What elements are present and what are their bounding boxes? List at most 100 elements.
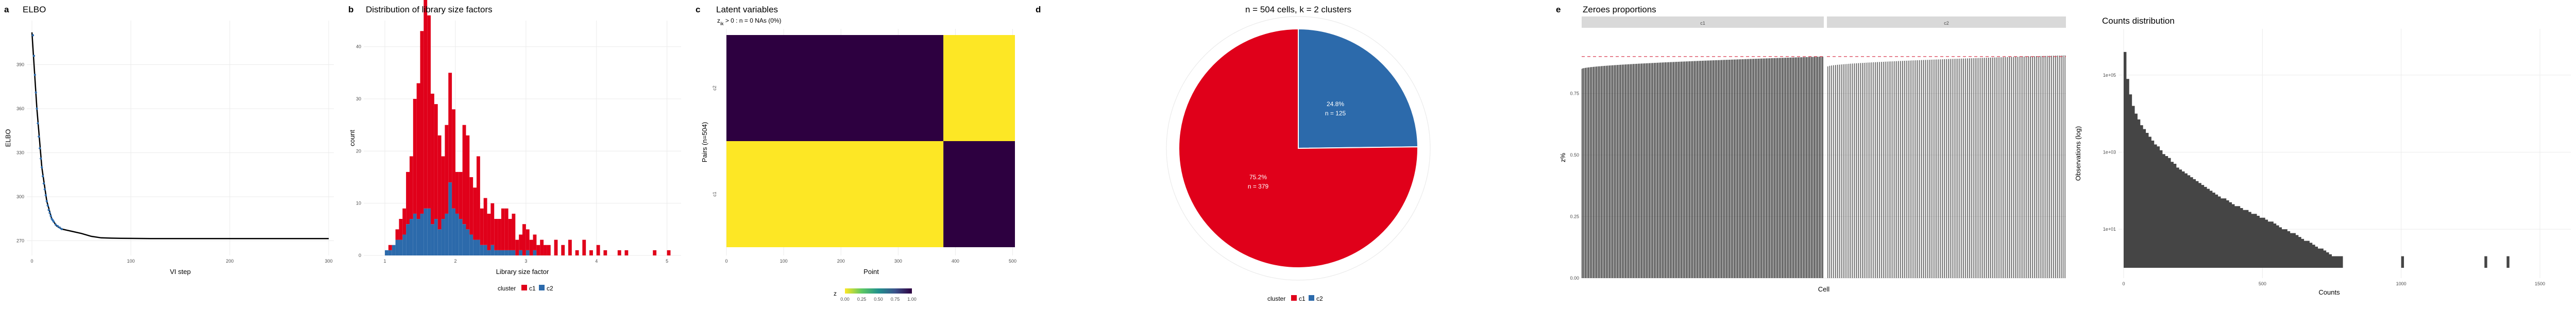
panel-a-point (41, 166, 43, 169)
panel-b-bar-c1 (540, 239, 544, 255)
panel-b-bar-c1 (477, 156, 480, 240)
panel-b-bar-c1 (437, 135, 442, 230)
panel-b-bar-c1 (596, 245, 600, 255)
panel-b-bar-c1 (498, 219, 501, 250)
panel-b-bar-c2 (504, 250, 509, 255)
panel-a-point (58, 226, 61, 229)
panel-e-ytick-label: 0.75 (1570, 91, 1579, 96)
panel-b-bar-c2 (452, 208, 455, 255)
panel-b-bar-c2 (473, 239, 477, 255)
panel-a-point (37, 122, 39, 125)
panel-a-point (60, 228, 63, 230)
panel-c-subtitle: zik > 0 : n = 0 NAs (0%) (717, 17, 782, 26)
panel-b-bar-c1 (554, 239, 558, 255)
panel-b-bar-c1 (459, 171, 463, 219)
panel-b-legend-label-c2: c2 (547, 285, 553, 292)
panel-c-xtick-label: 300 (894, 259, 902, 264)
panel-a-background (27, 21, 334, 255)
panel-b-ytick-label: 40 (356, 44, 361, 49)
panel-b-bar-c2 (416, 219, 420, 255)
panel-b-bar-c1 (519, 234, 522, 250)
panel-b-bar-c1 (445, 125, 449, 214)
panel-b-bar-c2 (385, 250, 388, 255)
panel-b-bar-c2 (434, 219, 438, 255)
panel-b-bar-c1 (388, 245, 392, 250)
panel-d-label: d (1036, 5, 1041, 14)
panel-b-bar-c2 (459, 219, 463, 255)
panel-c-colorbar-tick: 0.50 (874, 297, 883, 302)
panel-f-xtick-label: 1500 (2535, 281, 2545, 286)
panel-b-bar-c1 (462, 125, 466, 225)
panel-b-bar-c1 (402, 208, 406, 235)
panel-f-xlabel: Counts (2318, 288, 2340, 296)
panel-b-title: Distribution of library size factors (366, 5, 493, 14)
panel-a-xlabel: VI step (170, 268, 191, 276)
panel-a-point (42, 182, 45, 185)
panel-b-bar-c1 (466, 135, 470, 230)
panel-f-bars (2124, 52, 2343, 268)
panel-b-bar-c1 (624, 250, 629, 255)
panel-b-bar-c2 (501, 250, 505, 255)
panel-b-bar-c1 (409, 156, 413, 219)
panel-b-ytick-label: 10 (356, 201, 361, 206)
panel-e-bars-c2 (1827, 55, 2065, 278)
panel-c-colorbar-tick: 0.25 (857, 297, 867, 302)
panel-b-label: b (348, 5, 353, 14)
panel-b-legend-key-c1 (521, 285, 527, 290)
panel-e-ytick-label: 0.50 (1570, 152, 1579, 158)
panel-a-point (43, 188, 46, 191)
panel-b-bar-c1 (504, 208, 509, 250)
panel-b-bar-c2 (437, 229, 442, 255)
panel-b-bar-c2 (519, 250, 522, 255)
panel-f-ytick-label: 1e+03 (2103, 149, 2116, 154)
panel-b-bar-c1 (441, 156, 445, 219)
panel-a-point (41, 175, 44, 178)
panel-b-bar-c1 (469, 177, 473, 235)
panel-b-bar-c2 (409, 219, 413, 255)
panel-b-bar-c1 (448, 73, 452, 183)
panel-b-legend-key-c2 (539, 285, 545, 290)
panel-b-bar-c1 (480, 208, 484, 245)
panel-a-ytick-label: 300 (16, 194, 24, 199)
panel-c-colorbar-tick: 0.00 (840, 297, 850, 302)
panel-a-point (44, 194, 47, 197)
panel-b-bar-c2 (420, 213, 424, 255)
panel-e-xlabel: Cell (1818, 285, 1830, 293)
panel-f-xtick-label: 1000 (2396, 281, 2406, 286)
panel-b-bar-c1 (561, 245, 565, 255)
panel-a-ytick-label: 360 (16, 106, 24, 111)
panel-b-bar-c1 (508, 219, 512, 250)
panel-a-point (38, 135, 40, 138)
panel-b-bar-c1 (452, 109, 455, 209)
panel-b-bar-c2 (413, 213, 417, 255)
panel-a-ylabel: ELBO (4, 129, 12, 147)
panel-f-xtick-label: 0 (2122, 281, 2125, 286)
panel-b-bar-c1 (406, 171, 410, 225)
panel-b-bar-c2 (494, 250, 498, 255)
panel-a-point (39, 147, 41, 150)
panel-b-bar-c1 (512, 213, 516, 250)
panel-d-legend-key-c1 (1291, 295, 1297, 301)
panel-b-bar-c1 (515, 239, 519, 255)
panel-b-bar-c1 (423, 0, 428, 209)
panel-a-ytick-label: 330 (16, 150, 24, 156)
panel-c-colorbar-tick: 0.75 (891, 297, 900, 302)
panel-b-bar-c1 (431, 93, 434, 225)
panel-c-label: c (696, 5, 700, 14)
panel-b-xtick-label: 5 (666, 259, 668, 264)
panel-b-bar-c1 (487, 213, 491, 250)
panel-f-bar-isolated (2484, 256, 2487, 268)
panel-b-bar-c1 (483, 198, 487, 245)
panel-b-bar-c1 (575, 250, 579, 255)
panel-a-point (32, 55, 36, 57)
panel-b-bar-c1 (547, 245, 551, 255)
panel-a-label: a (4, 5, 9, 14)
panel-c-legend-title: z (834, 290, 837, 297)
panel-b-xtick-label: 1 (384, 259, 386, 264)
panel-b-bar-c2 (399, 239, 403, 255)
panel-b-bar-c1 (494, 219, 498, 250)
panel-d-label-c2-count: n = 125 (1325, 110, 1346, 117)
panel-d-label-c2-percent: 24.8% (1327, 100, 1344, 108)
panel-b-bar-c1 (617, 250, 621, 255)
